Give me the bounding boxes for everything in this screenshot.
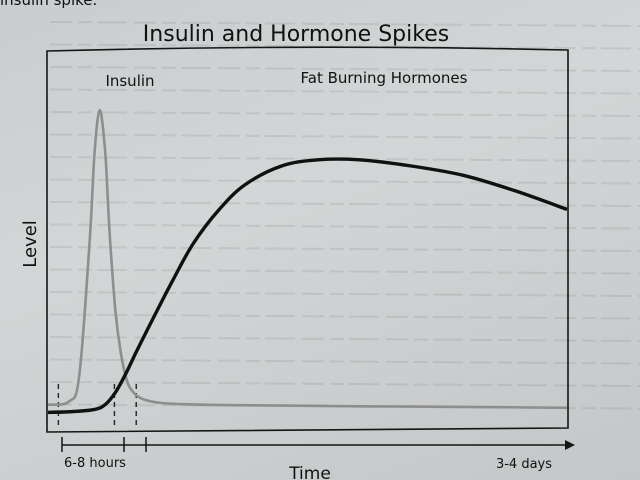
page-bleed-line (49, 178, 640, 185)
plot-frame (46, 46, 569, 433)
page-bleed-line (49, 133, 640, 140)
page-bleed-line (49, 66, 640, 72)
page-bleed-line (49, 111, 640, 117)
reference-lines (57, 384, 137, 428)
page-bleed-line (49, 88, 640, 95)
page-bleed-line (49, 21, 640, 27)
series-label-fat-burning-hormones: Fat Burning Hormones (301, 69, 468, 87)
page-bleed-line (49, 268, 640, 275)
annotation-3-4-days: 3-4 days (496, 457, 552, 472)
y-axis-label: Level (20, 220, 41, 268)
page-bleed-line (49, 201, 640, 207)
page-bleed-line (49, 291, 640, 297)
page-bleed-line (49, 336, 640, 342)
page-bleed-line (49, 246, 640, 252)
chart-title: Insulin and Hormone Spikes (143, 22, 449, 47)
series-line-insulin (47, 108, 568, 410)
page-header-fragment: insulin spike. (0, 0, 97, 9)
page-bleed-line (49, 313, 640, 320)
page-bleed-line (49, 156, 640, 162)
series-label-insulin: Insulin (105, 72, 154, 90)
page-bleed-line (49, 381, 640, 387)
annotation-6-8-hours: 6-8 hours (64, 456, 126, 471)
page-bleed-line (49, 358, 640, 365)
page-bleed-line (49, 223, 640, 230)
x-axis-label: Time (288, 464, 331, 480)
page-bleed-line (49, 43, 640, 50)
series-line-fat-burning-hormones (47, 157, 568, 415)
time-axis-arrowhead (565, 440, 575, 450)
